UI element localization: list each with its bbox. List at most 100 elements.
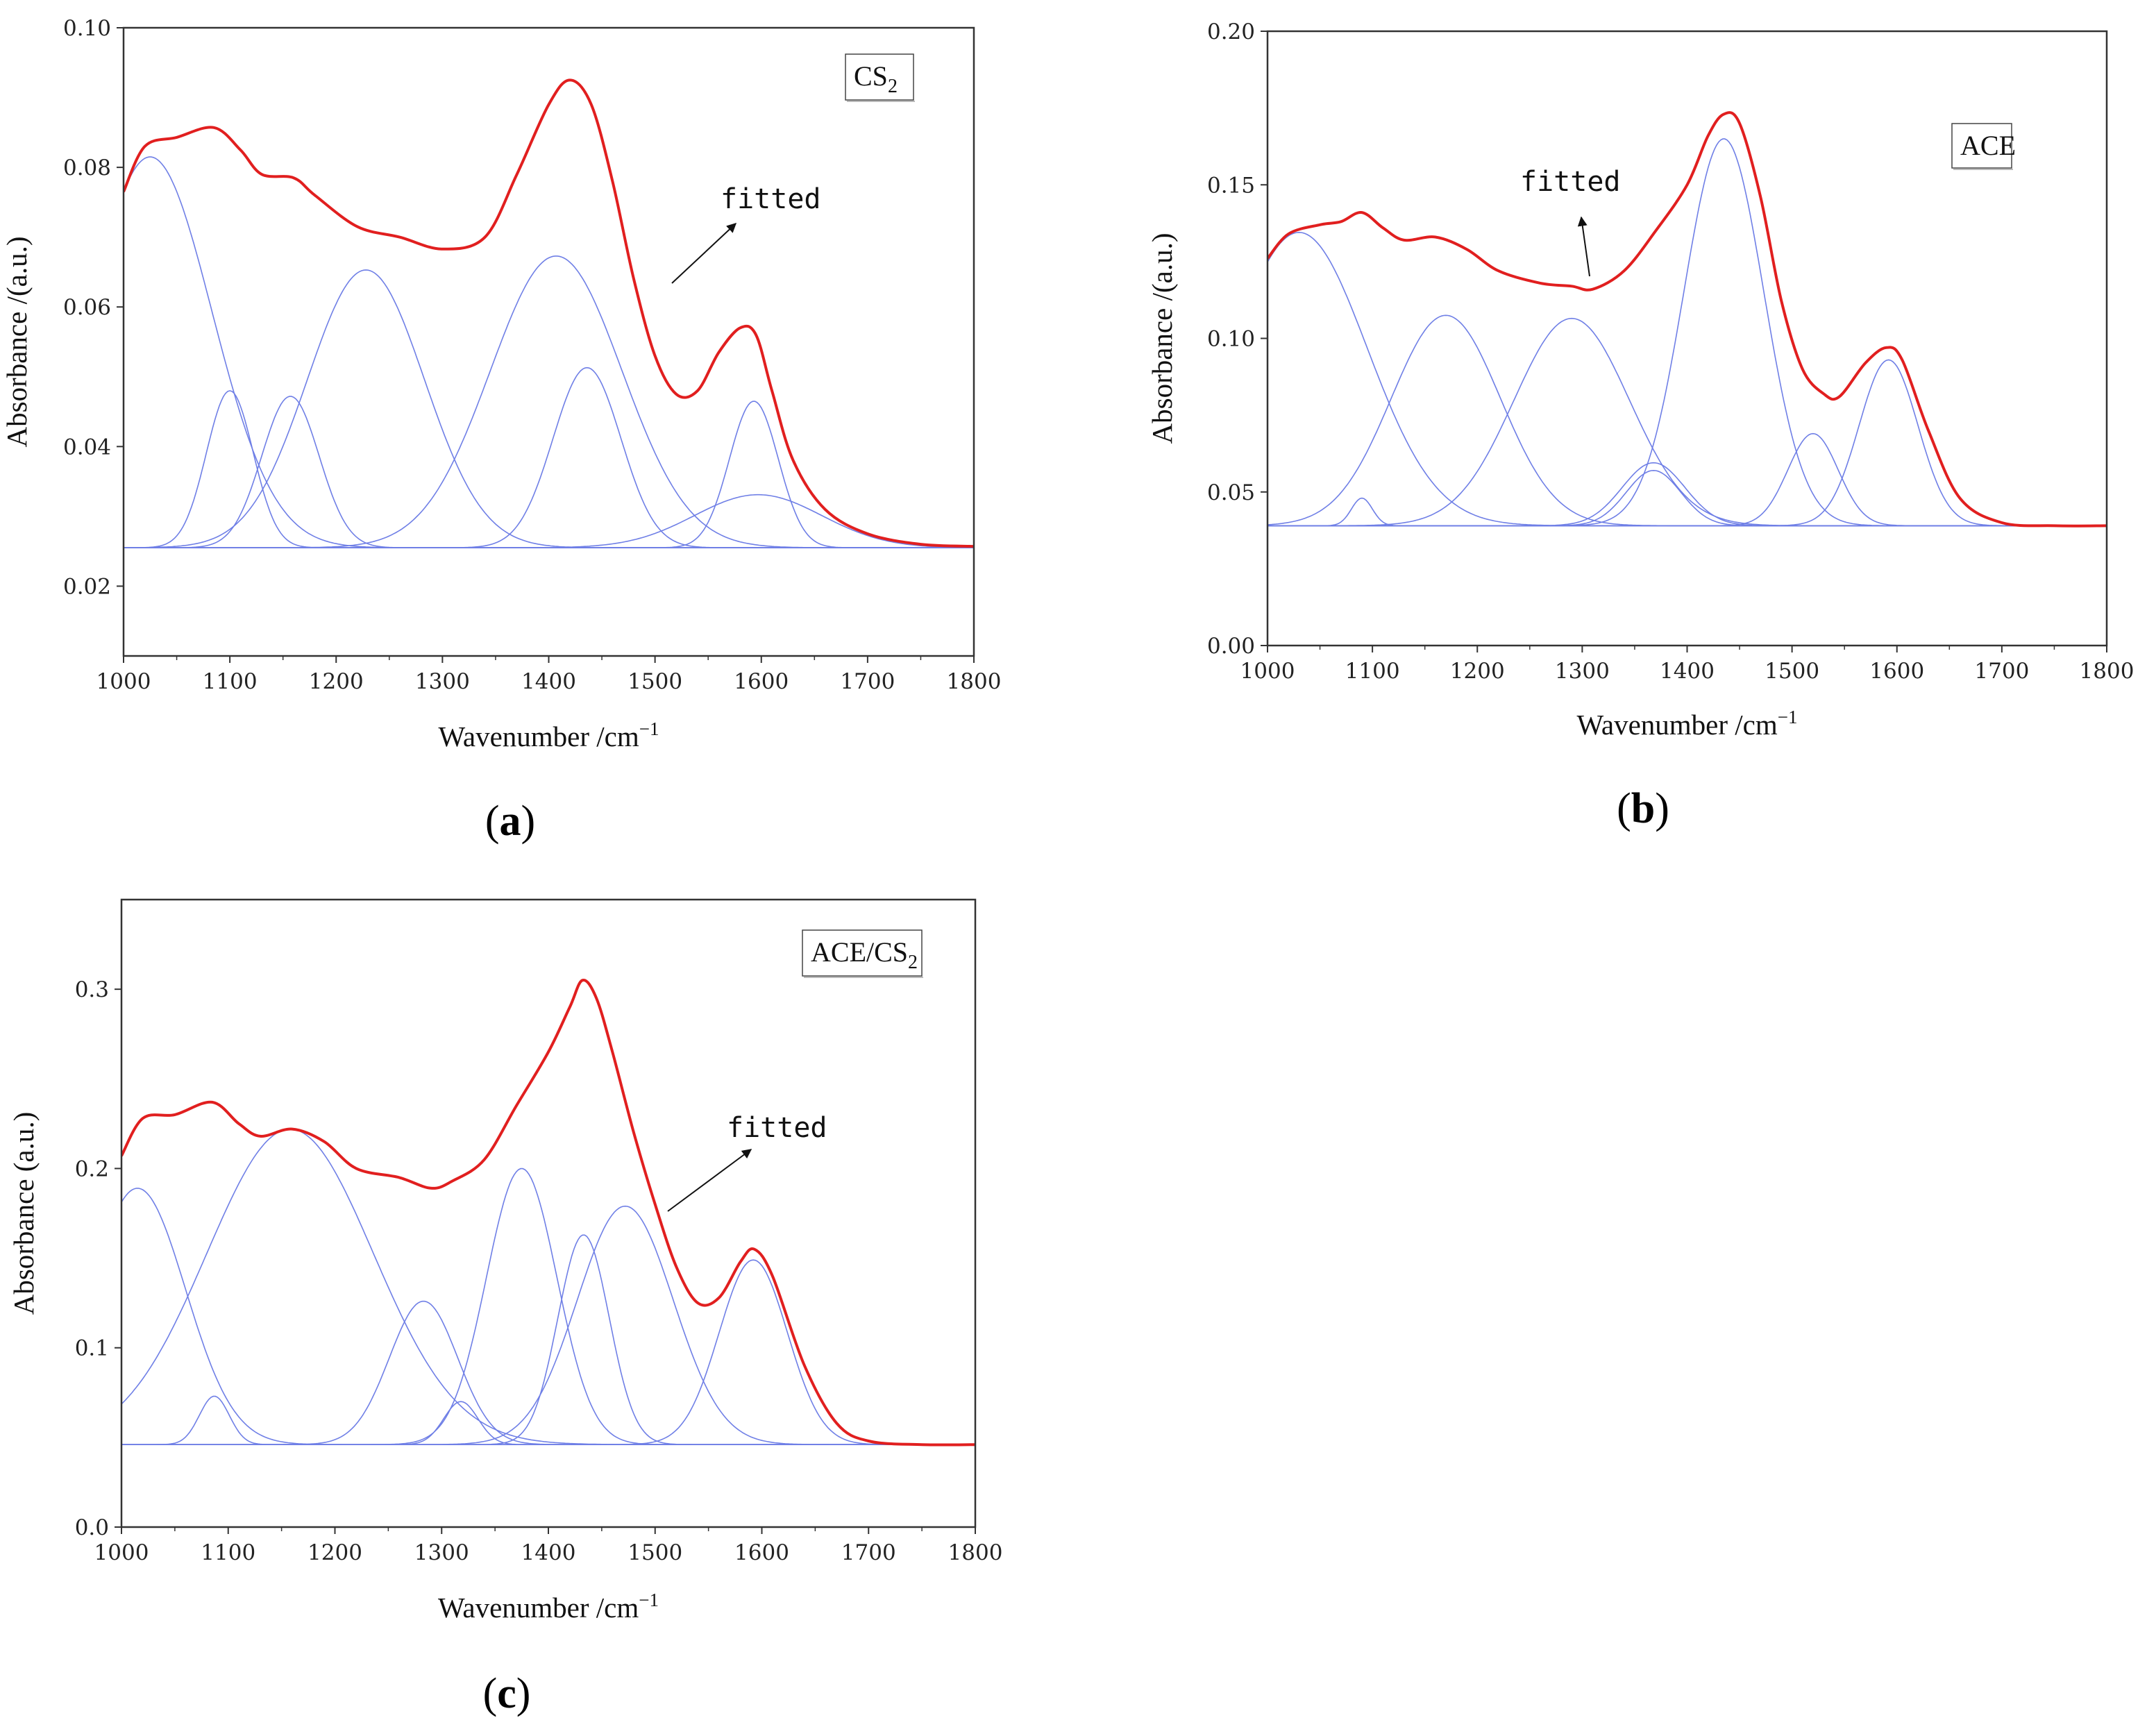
component-curve-1 [121,1188,975,1445]
x-tick-label: 1600 [1869,659,1924,684]
x-tick-label: 1100 [203,669,258,694]
fitted-annotation-label: fitted [721,183,821,215]
component-curve-1 [1268,231,2107,527]
fitted-annotation-arrow [1577,216,1590,277]
x-tick-label: 1100 [1345,659,1400,684]
legend-box [845,53,914,101]
component-curve-5 [121,1401,975,1445]
y-tick-label: 0.04 [63,435,111,460]
y-axis-title: Absorbance /(a.u.) [1146,233,1178,444]
panel-label-open: ( [483,1670,498,1717]
legend-box [1951,123,2012,169]
fitted-total-curve [124,78,974,548]
x-tick-label: 1800 [2080,659,2135,684]
x-axis-title-superscript: −1 [1778,707,1798,727]
component-curve-5 [124,255,974,548]
component-curve-8 [124,494,974,548]
x-tick-label: 1100 [201,1540,255,1565]
chart-panel-a: 1000 1100 1200 1300 1400 1500 1600 1700 1800 0.02… [1,16,1001,845]
x-tick-label: 1300 [415,669,470,694]
x-tick-label: 1500 [1765,659,1819,684]
y-tick-label: 0.2 [75,1156,109,1181]
component-curve-3 [1268,314,2107,527]
x-tick-label: 1200 [308,1540,362,1565]
x-tick-label: 1300 [414,1540,469,1565]
x-tick-label: 1700 [841,1540,896,1565]
panel-label-close: ) [1655,785,1669,832]
y-tick-label: 0.10 [1207,327,1255,352]
panel-label-open: ( [1617,785,1631,832]
y-tick-label: 0.15 [1207,173,1255,198]
y-tick-label: 0.08 [63,155,111,180]
y-tick-label: 0.10 [63,16,111,41]
component-curve-8 [1268,432,2107,527]
component-curve-2 [121,1395,975,1445]
component-curve-9 [1268,359,2107,527]
x-tick-label: 1400 [521,1540,576,1565]
x-tick-label: 1200 [1450,659,1505,684]
panel-label-letter: b [1631,785,1655,832]
y-tick-label: 0.3 [75,977,109,1002]
x-tick-label: 1800 [947,669,1002,694]
x-axis-title-superscript: −1 [639,1590,659,1610]
component-curve-6 [121,1168,975,1445]
component-curves [1268,138,2107,527]
chart-panels: 1000 1100 1200 1300 1400 1500 1600 1700 18000.02… [1,16,2134,1717]
x-tick-label: 1800 [948,1540,1003,1565]
x-tick-label: 1300 [1555,659,1610,684]
y-tick-label: 0.0 [75,1515,109,1540]
x-tick-label: 1000 [96,669,151,694]
panel-label-close: ) [521,798,536,845]
legend-label: ACE [1960,130,2016,161]
x-axis-title: Wavenumber /cm−1 [438,718,659,752]
y-axis-title: Absorbance (a.u.) [8,1112,40,1315]
fitted-total-curve [121,979,975,1447]
y-axis-title: Absorbance /(a.u.) [1,237,33,448]
y-tick-label: 0.05 [1207,480,1255,505]
component-curve-8 [121,1205,975,1445]
x-axis-title: Wavenumber /cm−1 [438,1590,659,1624]
component-curve-3 [121,1128,975,1445]
component-curve-6 [124,366,974,548]
component-curve-2 [1268,497,2107,527]
fitted-annotation-label: fitted [727,1112,827,1144]
component-curves [124,156,974,548]
legend-label-subscript: 2 [908,952,918,973]
x-tick-label: 1000 [1240,659,1295,684]
panel-label-letter: a [500,798,521,845]
x-tick-label: 1200 [309,669,364,694]
x-tick-label: 1600 [734,1540,789,1565]
panel-label-letter: c [497,1670,516,1717]
x-tick-label: 1400 [521,669,576,694]
y-tick-label: 0.1 [75,1336,109,1361]
x-tick-label: 1500 [628,669,682,694]
chart-panel-c: 1000 1100 1200 1300 1400 1500 1600 1700 1800 0.0 0… [8,898,1003,1717]
x-tick-label: 1000 [94,1540,149,1565]
component-curve-7 [1268,138,2107,527]
component-curve-7 [121,1234,975,1445]
y-tick-label: 0.02 [63,574,111,599]
chart-panel-b: 1000 1100 1200 1300 1400 1500 1600 1700 1800 0.00… [1146,19,2134,832]
panel-label: (a) [485,798,535,845]
component-curve-4 [121,1300,975,1445]
legend-label-subscript: 2 [888,76,898,97]
legend-box [802,929,923,977]
component-curves [121,1128,975,1445]
x-axis-title: Wavenumber /cm−1 [1576,707,1797,741]
y-tick-label: 0.06 [63,295,111,320]
panel-label: (c) [483,1670,531,1717]
fitted-annotation-arrow [667,1149,752,1212]
component-curve-4 [1268,317,2107,527]
y-tick-label: 0.20 [1207,19,1255,44]
component-curve-9 [121,1259,975,1445]
fitted-annotation-arrow [671,223,737,284]
x-axis-title-superscript: −1 [639,718,659,739]
x-tick-label: 1700 [840,669,895,694]
x-tick-label: 1500 [628,1540,682,1565]
y-tick-label: 0.00 [1207,634,1255,659]
x-tick-label: 1400 [1660,659,1715,684]
panel-label-open: ( [485,798,500,845]
component-curve-4 [124,269,974,548]
plot-frame [122,26,975,657]
